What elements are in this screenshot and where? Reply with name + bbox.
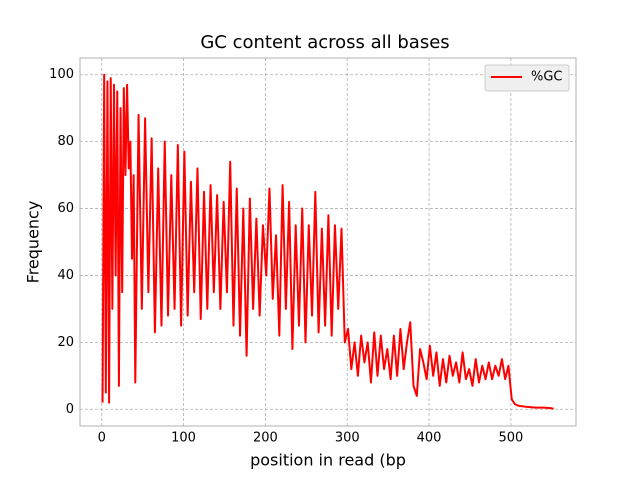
y-tick-label: 80 [57,134,74,149]
y-tick-label: 20 [57,335,74,350]
y-axis-label: Frequency [24,201,43,284]
legend-label: %GC [531,70,563,85]
x-tick-label: 0 [98,431,106,446]
x-tick-label: 300 [335,431,360,446]
x-tick-label: 200 [253,431,278,446]
x-tick-label: 100 [171,431,196,446]
legend-box [484,64,570,92]
y-tick-label: 0 [66,402,74,417]
y-tick-label: 100 [49,67,74,82]
x-axis-label: position in read (bp [250,451,406,470]
y-tick-label: 60 [57,201,74,216]
chart-title: GC content across all bases [200,32,449,53]
x-tick-label: 400 [417,431,442,446]
y-tick-label: 40 [57,268,74,283]
data-line [101,73,554,410]
x-tick-label: 500 [498,431,523,446]
